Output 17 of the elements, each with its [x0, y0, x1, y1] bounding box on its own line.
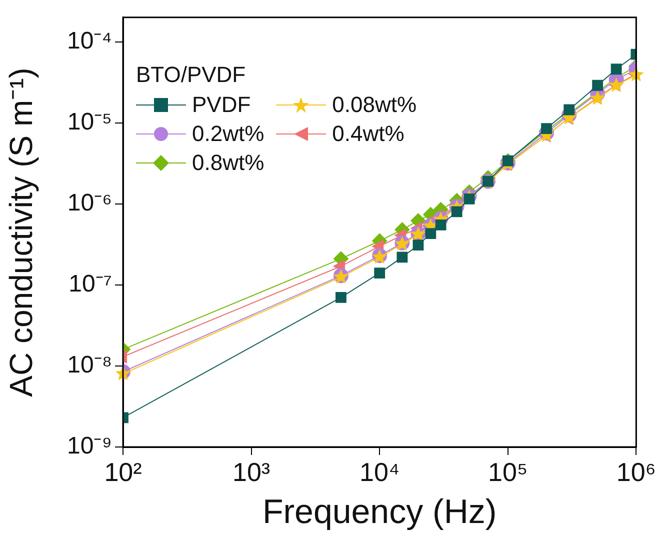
y-tick-label: 10⁻⁸ — [67, 352, 112, 379]
legend-label: 0.4wt% — [332, 120, 404, 148]
y-tick-label: 10⁻⁴ — [66, 27, 112, 54]
y-axis-title: AC conductivity (S m⁻¹) — [3, 68, 40, 397]
x-tick-label: 10⁶ — [616, 456, 656, 487]
legend-label: 0.2wt% — [192, 120, 264, 148]
legend-title: BTO/PVDF — [136, 61, 247, 89]
legend-label: 0.8wt% — [192, 149, 264, 177]
x-tick-label: 10⁵ — [488, 456, 528, 487]
y-tick-label: 10⁻⁷ — [68, 270, 112, 298]
legend-label: 0.08wt% — [332, 91, 417, 119]
legend-label: PVDF — [192, 91, 251, 119]
x-tick-label: 10⁴ — [360, 456, 400, 487]
x-tick-label: 10³ — [232, 456, 270, 487]
x-axis-title: Frequency (Hz) — [262, 492, 497, 531]
y-tick-label: 10⁻⁵ — [67, 108, 112, 136]
y-tick-label: 10⁻⁶ — [67, 190, 112, 216]
